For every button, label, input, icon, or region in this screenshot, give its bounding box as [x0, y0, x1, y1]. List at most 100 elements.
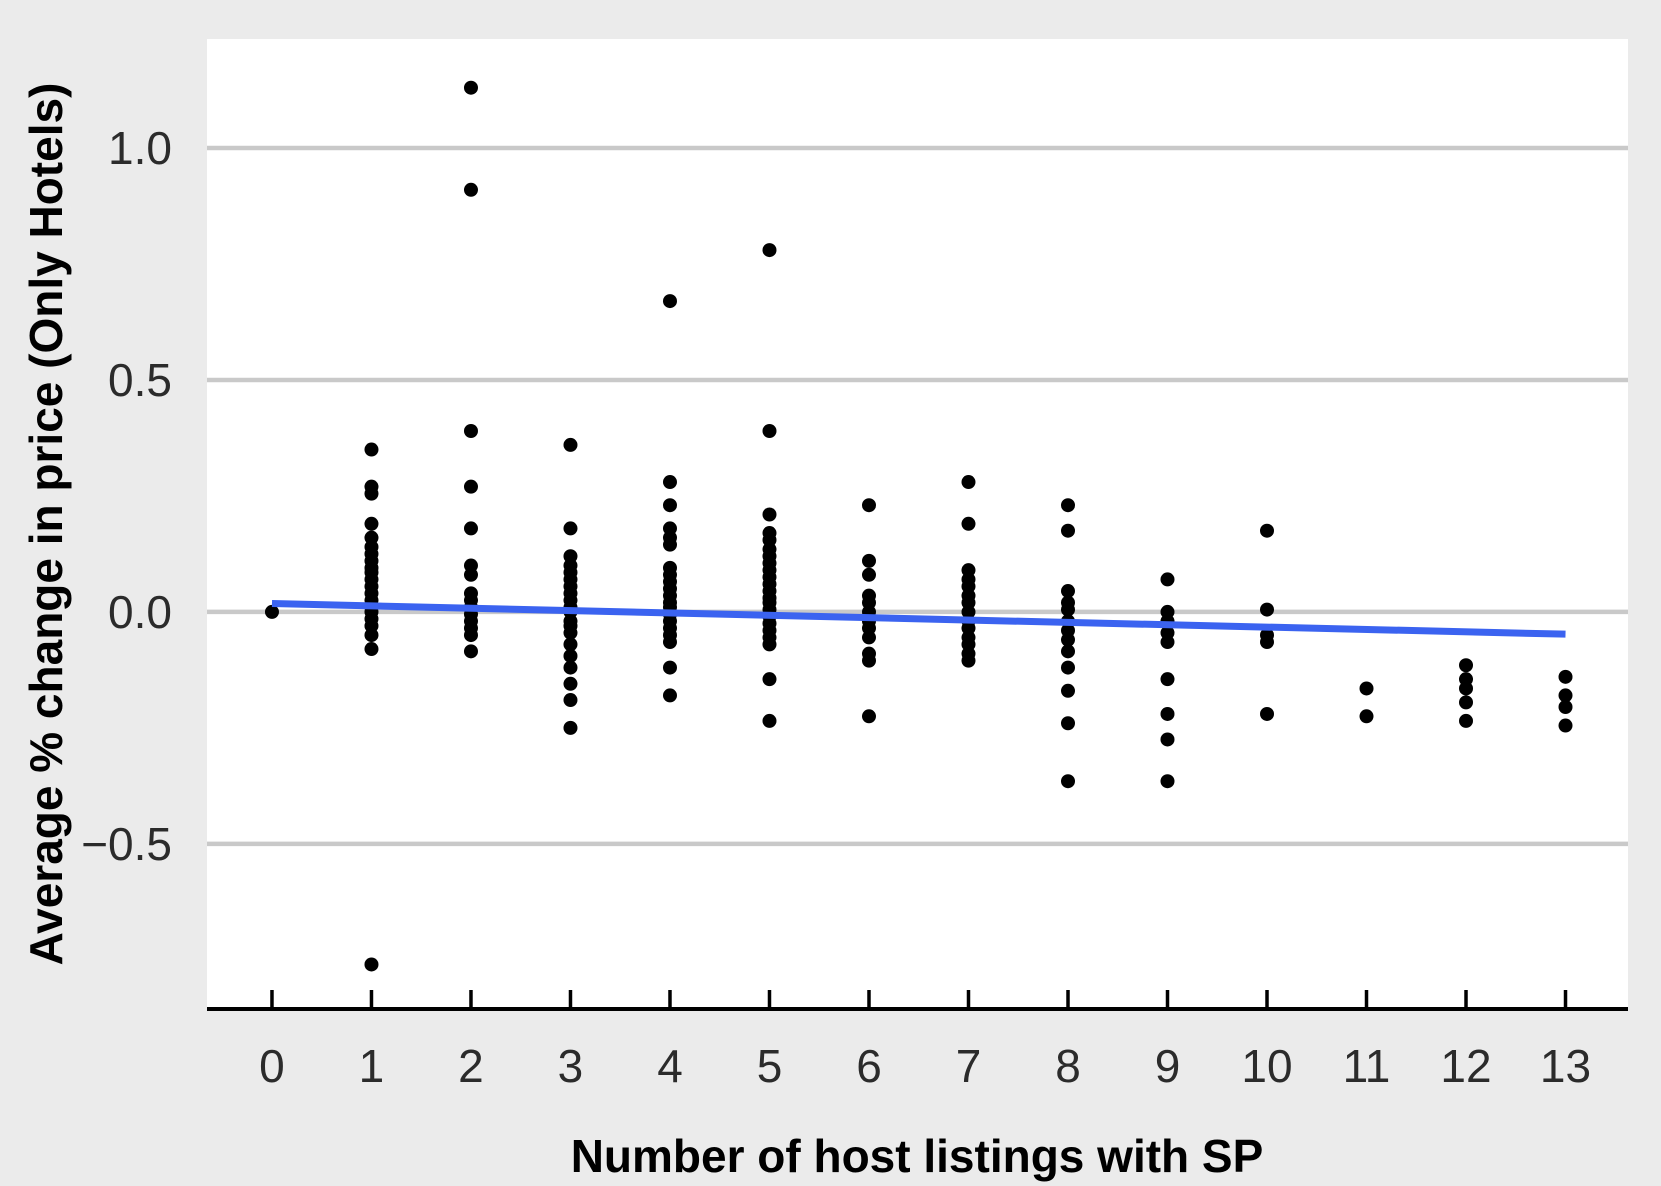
data-point: [364, 628, 379, 643]
y-axis-title: Average % change in price (Only Hotels): [20, 83, 72, 966]
data-point: [1160, 672, 1175, 687]
data-point: [563, 676, 578, 691]
x-tick-label: 2: [458, 1040, 484, 1092]
x-tick-label: 9: [1155, 1040, 1181, 1092]
y-tick-label: 0.5: [108, 354, 172, 406]
data-point: [563, 637, 578, 652]
x-tick-label: 10: [1241, 1040, 1292, 1092]
data-point: [563, 625, 578, 640]
data-point: [364, 516, 379, 531]
data-point: [563, 660, 578, 675]
trend-line: [271, 600, 1566, 638]
y-tick-labels: 1.0 0.5 0.0 −0.5: [81, 122, 172, 870]
data-point: [1060, 584, 1075, 599]
data-point: [1160, 732, 1175, 747]
data-point: [1260, 706, 1275, 721]
data-point: [1558, 718, 1573, 733]
data-point: [762, 243, 777, 258]
data-point: [463, 80, 478, 95]
data-point: [1359, 681, 1374, 696]
data-point: [1060, 716, 1075, 731]
x-tick-label: 6: [856, 1040, 882, 1092]
y-tick-label: −0.5: [81, 818, 172, 870]
data-point: [1558, 669, 1573, 684]
x-tick-label: 1: [359, 1040, 385, 1092]
data-point: [1459, 681, 1474, 696]
x-axis-title: Number of host listings with SP: [571, 1130, 1264, 1182]
x-tick-label: 13: [1540, 1040, 1591, 1092]
x-tick-label: 3: [558, 1040, 584, 1092]
data-point: [662, 688, 677, 703]
data-point: [463, 521, 478, 536]
data-point: [961, 653, 976, 668]
data-point: [463, 628, 478, 643]
data-point: [861, 630, 876, 645]
data-point: [463, 423, 478, 438]
x-tick-label: 7: [956, 1040, 982, 1092]
data-point: [861, 498, 876, 513]
data-point: [1060, 660, 1075, 675]
data-point: [1558, 700, 1573, 715]
data-point: [861, 709, 876, 724]
data-point: [364, 642, 379, 657]
data-point: [1060, 602, 1075, 617]
data-point: [1459, 695, 1474, 710]
data-point: [662, 294, 677, 309]
data-point: [463, 567, 478, 582]
y-tick-label: 0.0: [108, 586, 172, 638]
x-tick-label: 0: [259, 1040, 285, 1092]
data-point: [662, 475, 677, 490]
x-tick-label: 11: [1343, 1040, 1391, 1092]
data-point: [662, 498, 677, 513]
data-point: [662, 537, 677, 552]
y-tick-label: 1.0: [108, 122, 172, 174]
data-point: [1558, 688, 1573, 703]
data-point: [463, 479, 478, 494]
data-point: [1260, 602, 1275, 617]
data-point: [762, 672, 777, 687]
data-point: [861, 567, 876, 582]
data-point: [1160, 706, 1175, 721]
data-point: [463, 644, 478, 659]
data-point: [762, 637, 777, 652]
data-point: [662, 660, 677, 675]
x-tick-label: 8: [1055, 1040, 1081, 1092]
x-axis: [207, 990, 1628, 1011]
data-point: [1260, 635, 1275, 650]
data-point: [1160, 635, 1175, 650]
data-point: [364, 957, 379, 972]
x-tick-label: 5: [757, 1040, 783, 1092]
gridlines: [207, 145, 1628, 847]
x-tick-labels: 0 1 2 3 4 5 6 7 8 9 10 11 12 13: [259, 1040, 1591, 1092]
data-point: [1060, 683, 1075, 698]
data-point: [563, 693, 578, 708]
data-point: [1260, 523, 1275, 538]
data-point: [1060, 774, 1075, 789]
data-point: [1060, 523, 1075, 538]
data-point: [961, 475, 976, 490]
data-point: [364, 486, 379, 501]
x-tick-label: 4: [657, 1040, 683, 1092]
data-point: [563, 648, 578, 663]
data-points: [264, 80, 1573, 972]
data-point: [662, 635, 677, 650]
data-point: [563, 521, 578, 536]
x-tick-label: 12: [1440, 1040, 1491, 1092]
data-point: [1060, 644, 1075, 659]
data-point: [861, 653, 876, 668]
data-point: [1060, 632, 1075, 647]
data-point: [1459, 713, 1474, 728]
data-point: [563, 720, 578, 735]
data-point: [762, 423, 777, 438]
data-point: [1060, 498, 1075, 513]
data-point: [463, 182, 478, 197]
data-point: [961, 516, 976, 531]
data-point: [264, 604, 279, 619]
data-point: [364, 442, 379, 457]
data-point: [1160, 572, 1175, 587]
data-point: [563, 437, 578, 452]
data-point: [1359, 709, 1374, 724]
plot-panel: [207, 39, 1628, 1009]
